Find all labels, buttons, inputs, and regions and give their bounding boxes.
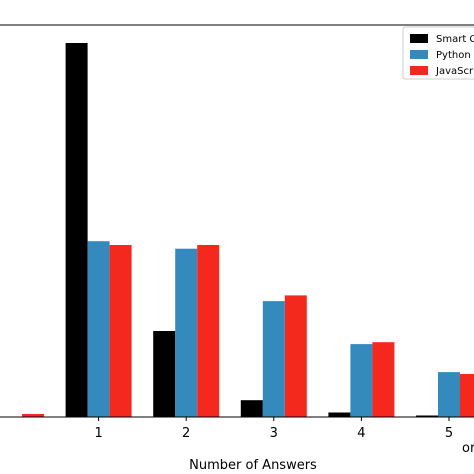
legend-label-python: Python (436, 50, 471, 61)
x-tick-label-5: 5 (445, 426, 453, 441)
bar-javascr-2 (197, 245, 220, 417)
bar-python-4 (350, 344, 373, 417)
bar-smart-c-2 (153, 331, 176, 417)
legend-label-smart-c: Smart C (436, 34, 474, 45)
bar-smart-c-1 (65, 43, 88, 417)
legend-swatch-smart-c (410, 34, 428, 43)
bar-python-3 (262, 301, 285, 417)
x-tick-label-4: 4 (357, 426, 365, 441)
x-tick-label-3: 3 (270, 426, 278, 441)
bar-javascr-4 (372, 342, 395, 417)
bar-python-1 (87, 241, 110, 417)
x-axis-label: Number of Answers (189, 458, 317, 473)
legend-swatch-javascr (410, 66, 428, 75)
bar-smart-c-4 (328, 412, 351, 417)
bar-smart-c-3 (240, 400, 263, 417)
bar-javascr-1 (109, 245, 132, 417)
bar-python-5 (438, 372, 460, 417)
legend-label-javascr: JavaScr (435, 66, 474, 77)
bar-javascr-5 (460, 374, 474, 417)
x-tick-label-1: 1 (94, 426, 102, 441)
x-ticks-group: 1 2 3 4 5 (94, 417, 453, 441)
bar-javascr-0 (22, 414, 44, 417)
x-tick-label-2: 2 (182, 426, 190, 441)
bar-python-2 (175, 248, 198, 417)
bars-group (22, 43, 474, 417)
bar-smart-c-5 (416, 415, 438, 417)
legend-swatch-python (410, 50, 428, 59)
legend: Smart C Python JavaScr (402, 26, 474, 80)
x-tick-label-cut-off: or (462, 441, 474, 456)
bar-javascr-3 (284, 295, 307, 417)
